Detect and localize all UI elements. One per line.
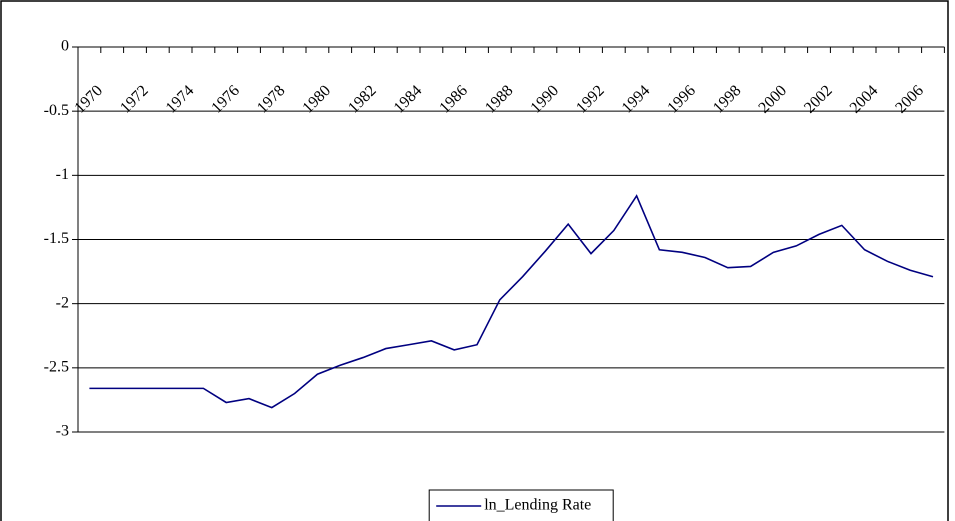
y-tick-label: -2.5 — [44, 359, 69, 376]
series-line — [89, 194, 934, 409]
y-tick-label: -3 — [56, 423, 69, 440]
y-tick-label: -1.5 — [44, 230, 69, 247]
y-tick-label: -0.5 — [44, 102, 69, 119]
y-tick-label: -1 — [56, 166, 69, 183]
y-tick-label: -2 — [56, 294, 69, 311]
y-tick-label: 0 — [61, 38, 69, 55]
legend-label: ln_Lending Rate — [484, 497, 591, 514]
